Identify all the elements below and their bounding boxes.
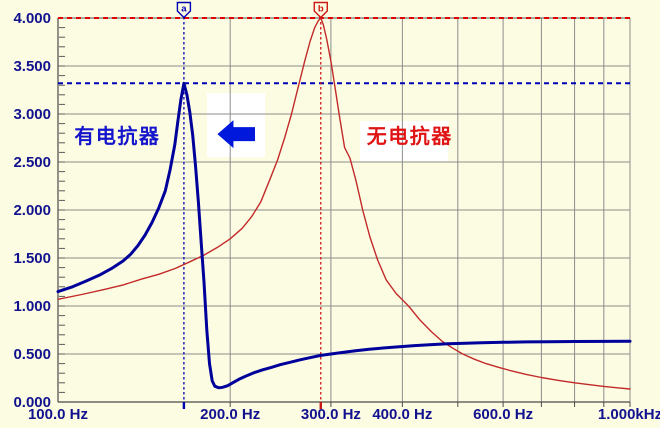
annotation-label-1: 无电抗器 — [367, 124, 453, 148]
x-tick-label: 300.0 Hz — [301, 406, 361, 423]
cursor-flag-letter-a: a — [181, 4, 187, 15]
label-background-patch — [360, 121, 449, 162]
y-tick-label: 4.000 — [13, 10, 51, 27]
y-tick-label: 2.000 — [13, 202, 51, 219]
y-tick-label: 0.500 — [13, 346, 51, 363]
y-tick-label: 1.500 — [13, 250, 51, 267]
y-tick-label: 0.000 — [13, 394, 51, 411]
cursor-flag-a[interactable] — [176, 1, 192, 19]
label-background-patch — [207, 92, 266, 158]
x-tick-label: 100.0 Hz — [28, 406, 88, 423]
x-tick-label: 600.0 Hz — [473, 406, 533, 423]
y-tick-label: 3.500 — [13, 58, 51, 75]
series-curve-with-reactor — [56, 81, 632, 390]
x-tick-label: 400.0 Hz — [372, 406, 432, 423]
y-tick-label: 3.000 — [13, 106, 51, 123]
series-curve-without-reactor — [57, 17, 631, 390]
left-arrow-icon — [217, 120, 255, 149]
cursor-flag-b[interactable] — [313, 1, 328, 19]
y-tick-label: 1.000 — [13, 298, 51, 315]
x-tick-label: 1.000kHz — [598, 406, 660, 423]
y-tick-label: 2.500 — [13, 154, 51, 171]
cursor-flag-letter-b: b — [318, 4, 324, 15]
x-tick-label: 200.0 Hz — [200, 406, 260, 423]
annotation-label-0: 有电抗器 — [74, 124, 160, 148]
